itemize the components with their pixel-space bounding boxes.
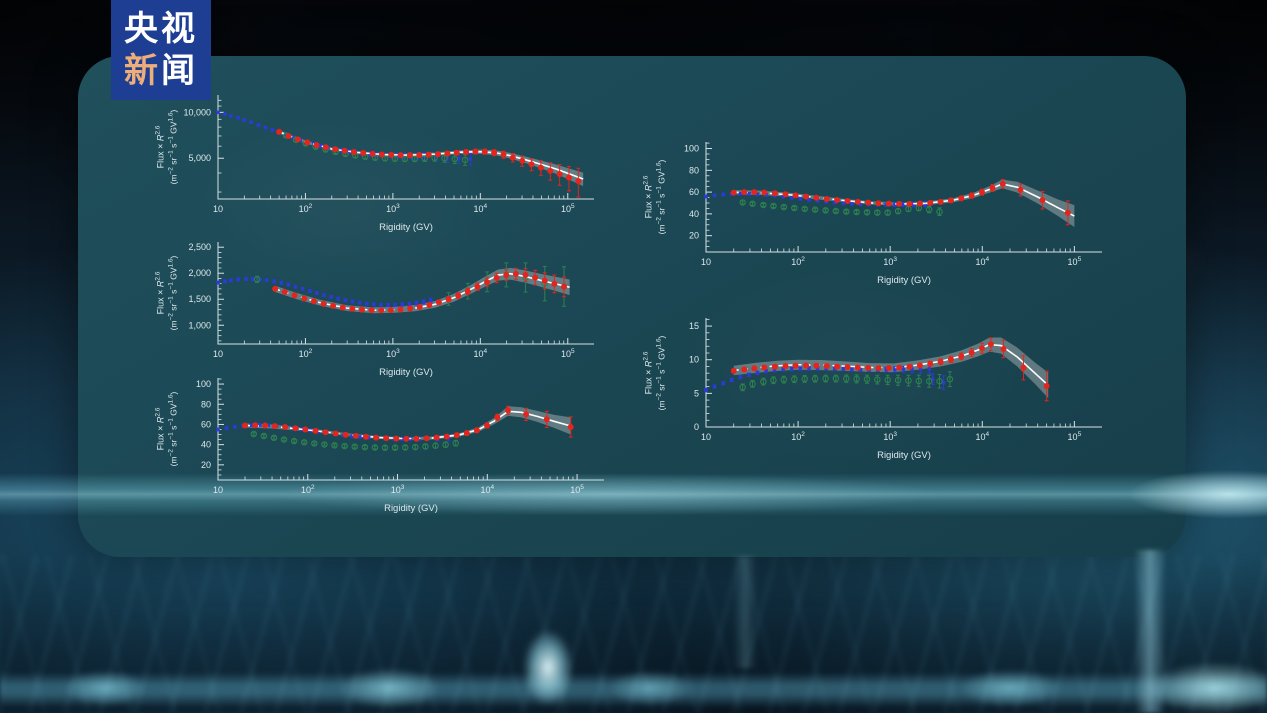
svg-text:102: 102 — [299, 348, 313, 359]
light-flare — [506, 598, 590, 713]
chart-canvas: 10 102 103 104 105 5,000 10,000 Rigidity (GV) — [183, 95, 594, 233]
svg-text:40: 40 — [201, 440, 211, 450]
svg-text:103: 103 — [386, 348, 400, 359]
x-axis-title: Rigidity (GV) — [379, 222, 433, 233]
svg-text:103: 103 — [386, 203, 400, 214]
svg-text:104: 104 — [975, 431, 989, 442]
flux-chart-top-left: 10 102 103 104 105 5,000 10,000 Rigidity (GV) Fl… — [140, 85, 610, 245]
svg-text:105: 105 — [1068, 431, 1082, 442]
svg-text:5: 5 — [694, 388, 699, 398]
svg-text:80: 80 — [689, 165, 699, 175]
svg-text:104: 104 — [474, 203, 488, 214]
horizon-glow-upper — [0, 460, 1267, 526]
x-axis-title: Rigidity (GV) — [384, 503, 438, 514]
svg-text:103: 103 — [391, 484, 405, 495]
svg-text:103: 103 — [883, 431, 897, 442]
flux-chart-mid-left: 10 102 103 104 105 1,000 1,500 2,000 2,500 Rigidi… — [140, 232, 610, 390]
svg-text:1,500: 1,500 — [188, 294, 211, 304]
chart-canvas: 10 102 103 104 105 20 40 60 80 100 Rigidity (GV) — [196, 378, 604, 514]
vertical-light-streak-right — [1134, 550, 1166, 713]
svg-text:105: 105 — [561, 203, 575, 214]
svg-text:5,000: 5,000 — [188, 153, 211, 163]
logo-line-1: 央视 — [124, 10, 198, 48]
chart-canvas: 10 102 103 104 105 0 5 10 15 Rigidity (GV) — [689, 318, 1102, 461]
chart-canvas: 10 102 103 104 105 1,000 1,500 2,000 2,500 Rigidi… — [188, 242, 594, 378]
svg-text:10: 10 — [701, 257, 711, 267]
svg-text:20: 20 — [689, 231, 699, 241]
svg-text:20: 20 — [201, 460, 211, 470]
flux-chart-bottom-left: 10 102 103 104 105 20 40 60 80 100 Rigidity (GV) Fl… — [140, 368, 620, 526]
svg-text:103: 103 — [883, 256, 897, 267]
svg-text:10: 10 — [213, 485, 223, 495]
flux-chart-top-right: 10 102 103 104 105 20 40 60 80 100 Rigidity (GV) Fl… — [628, 132, 1118, 298]
svg-text:100: 100 — [196, 379, 211, 389]
svg-text:40: 40 — [689, 209, 699, 219]
logo-line-2: 新闻 — [124, 52, 198, 90]
x-axis-title: Rigidity (GV) — [877, 450, 931, 461]
y-axis-title: Flux × R2.6 (m−2 sr−1 s−1 GV1.6) — [642, 335, 666, 410]
svg-text:100: 100 — [684, 144, 699, 154]
svg-text:102: 102 — [301, 484, 315, 495]
svg-text:102: 102 — [791, 256, 805, 267]
svg-text:1,000: 1,000 — [188, 320, 211, 330]
y-axis-title: Flux × R2.6 (m−2 sr−1 s−1 GV1.6) — [642, 159, 666, 235]
svg-text:102: 102 — [791, 431, 805, 442]
svg-text:60: 60 — [689, 187, 699, 197]
svg-text:102: 102 — [299, 203, 313, 214]
svg-text:10: 10 — [701, 432, 711, 442]
svg-text:10: 10 — [213, 204, 223, 214]
x-axis-title: Rigidity (GV) — [379, 367, 433, 378]
svg-text:0: 0 — [694, 422, 699, 432]
svg-text:2,000: 2,000 — [188, 268, 211, 278]
y-axis-title: Flux × R2.6 (m−2 sr−1 s−1 GV1.6) — [154, 255, 178, 331]
svg-text:10: 10 — [213, 349, 223, 359]
x-axis-title: Rigidity (GV) — [877, 275, 931, 286]
svg-text:80: 80 — [201, 399, 211, 409]
cctv-news-logo: 央视 新闻 — [111, 0, 211, 100]
svg-text:105: 105 — [570, 484, 584, 495]
svg-text:105: 105 — [1068, 256, 1082, 267]
svg-text:104: 104 — [474, 348, 488, 359]
vertical-light-streak-mid — [733, 556, 757, 668]
svg-text:104: 104 — [975, 256, 989, 267]
svg-text:2,500: 2,500 — [188, 242, 211, 252]
svg-text:105: 105 — [561, 348, 575, 359]
y-axis-title: Flux × R2.6 (m−2 sr−1 s−1 GV1.6) — [154, 391, 178, 467]
svg-text:15: 15 — [689, 321, 699, 331]
svg-text:10: 10 — [689, 355, 699, 365]
svg-text:104: 104 — [480, 484, 494, 495]
svg-text:60: 60 — [201, 419, 211, 429]
chart-canvas: 10 102 103 104 105 20 40 60 80 100 Rigidity (GV) — [684, 142, 1102, 286]
y-axis-title: Flux × R2.6 (m−2 sr−1 s−1 GV1.6) — [154, 109, 178, 185]
flux-chart-bottom-right: 10 102 103 104 105 0 5 10 15 Rigidity (GV) Flux × … — [628, 308, 1118, 473]
svg-text:10,000: 10,000 — [183, 107, 211, 117]
horizon-glow-lower — [0, 652, 1267, 713]
